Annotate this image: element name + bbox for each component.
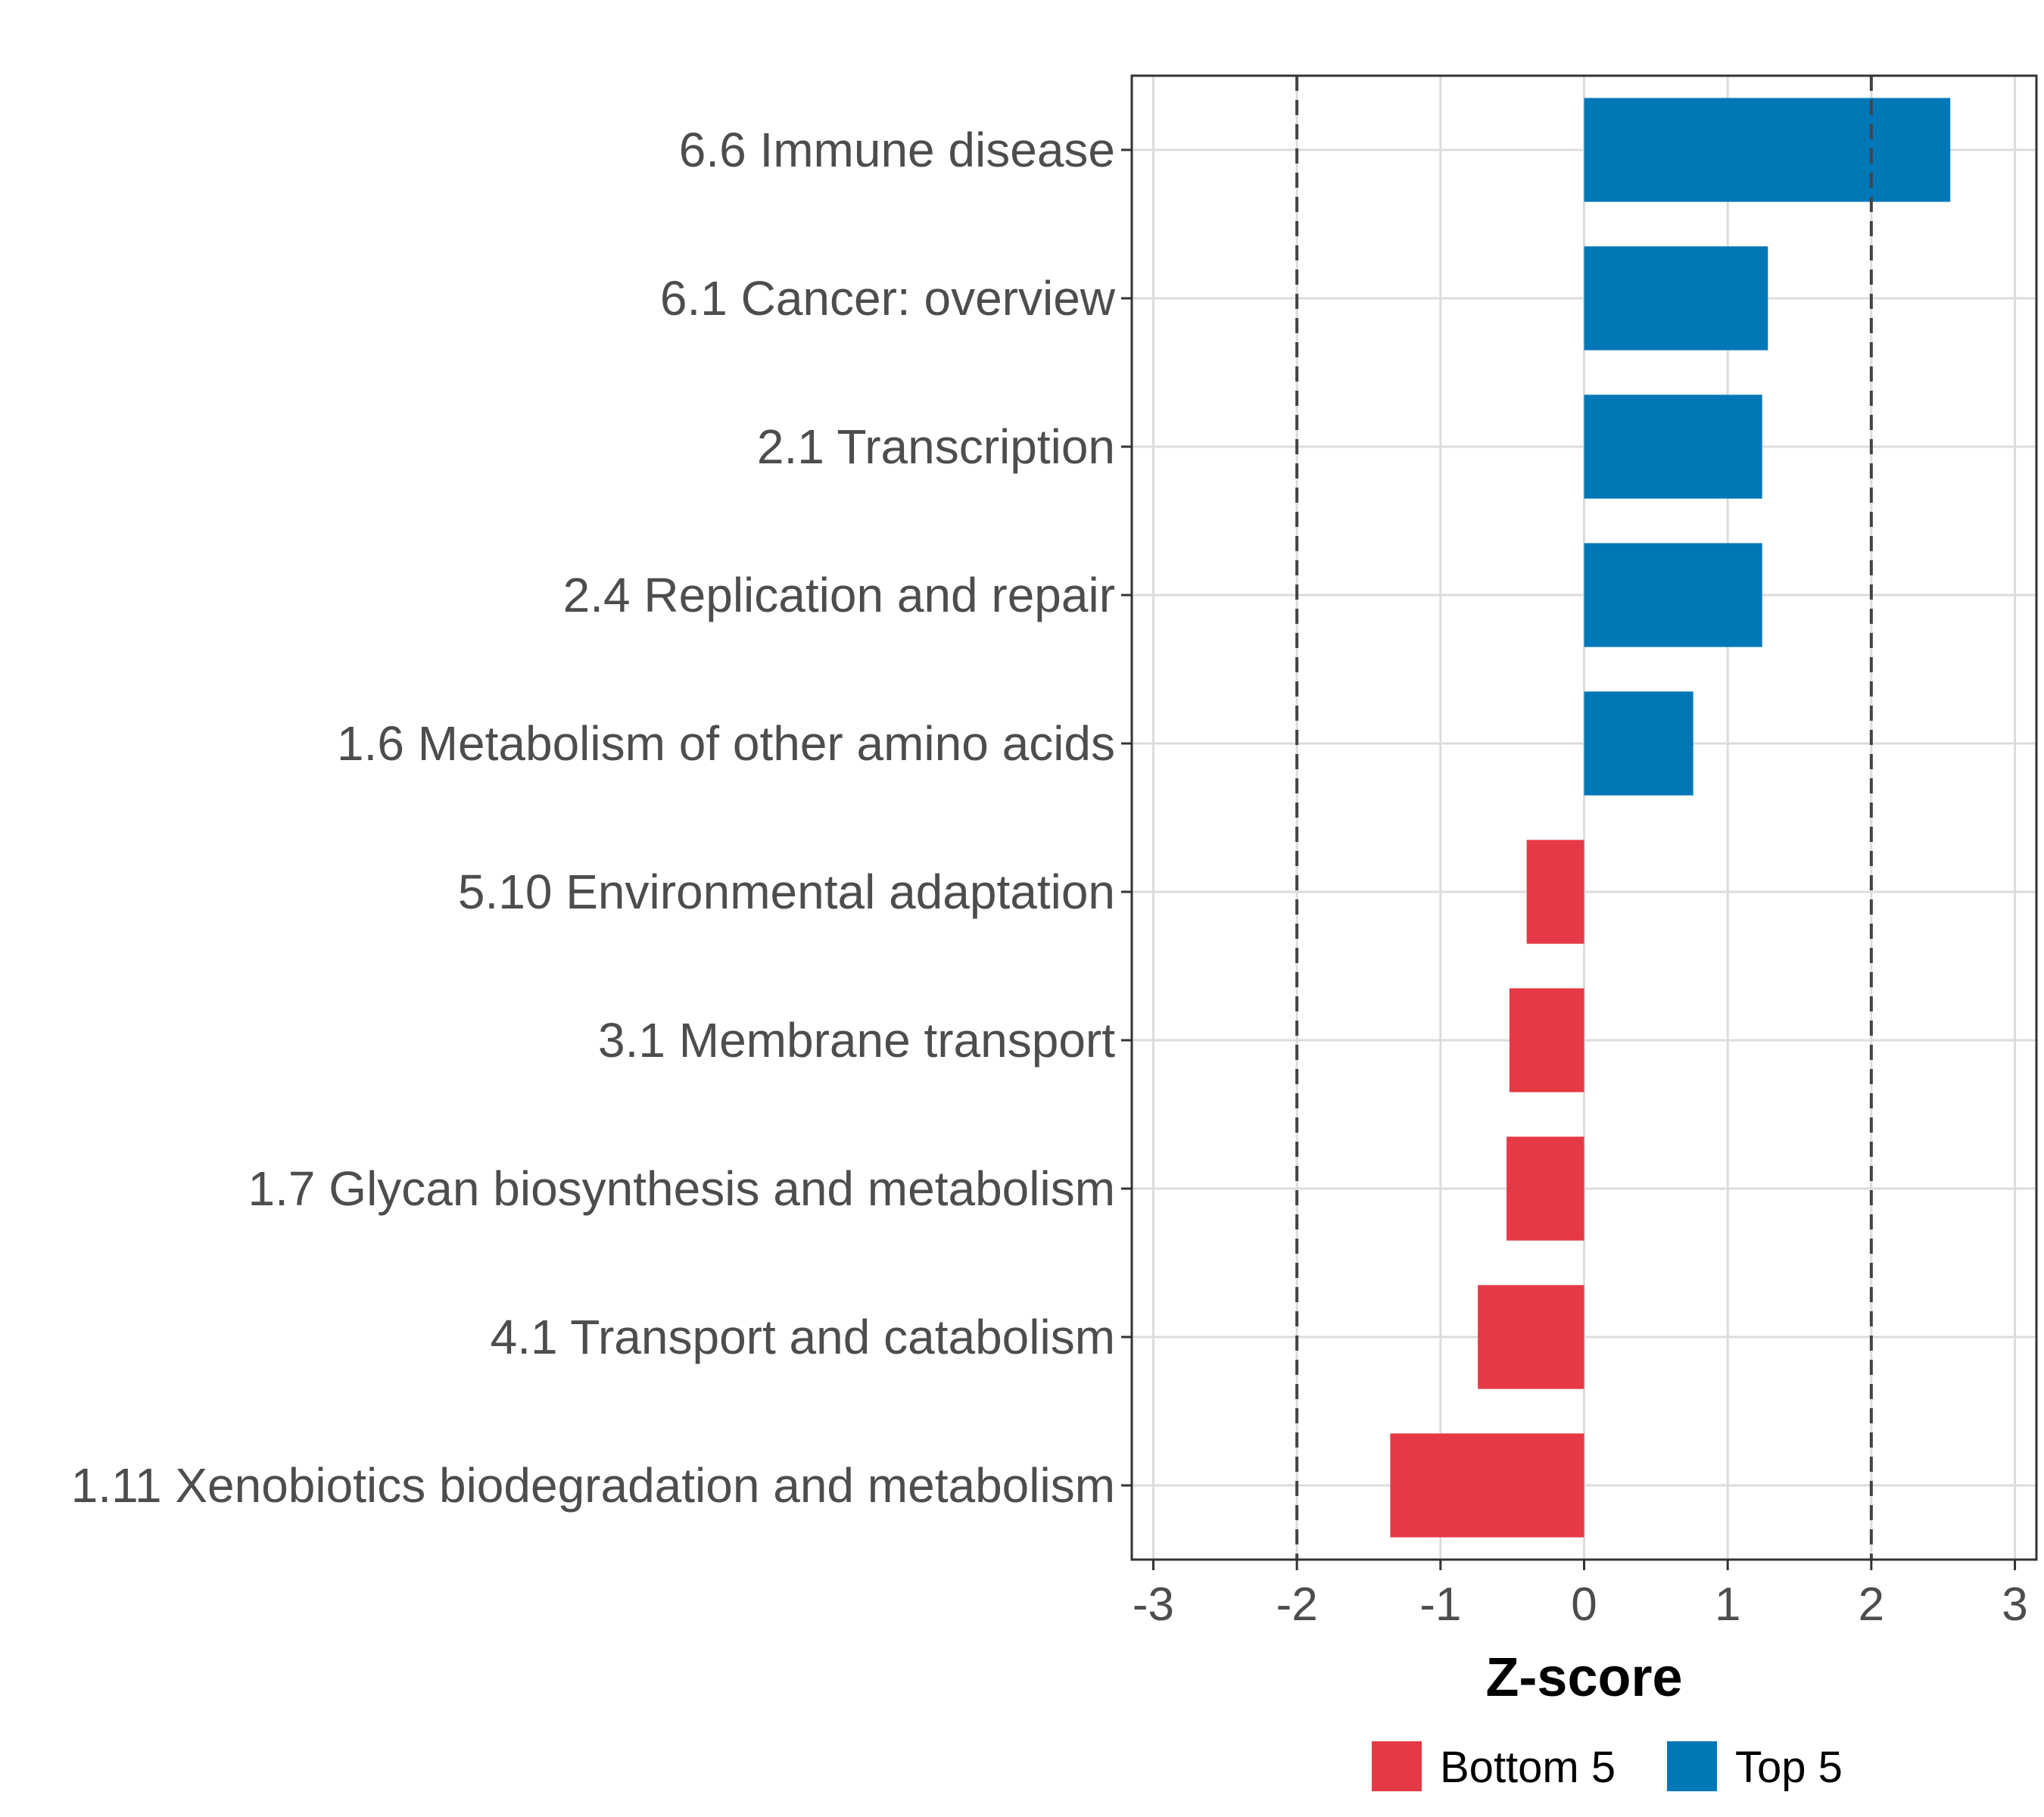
bar bbox=[1526, 840, 1584, 944]
category-label: 1.6 Metabolism of other amino acids bbox=[337, 716, 1115, 771]
category-label: 6.1 Cancer: overview bbox=[660, 271, 1116, 326]
bar bbox=[1584, 394, 1762, 499]
category-label: 6.6 Immune disease bbox=[679, 123, 1115, 177]
x-tick-label: 1 bbox=[1715, 1579, 1740, 1631]
bar bbox=[1584, 543, 1762, 647]
bar bbox=[1507, 1136, 1584, 1241]
legend-label: Top 5 bbox=[1735, 1743, 1843, 1792]
bar bbox=[1478, 1285, 1584, 1389]
bar bbox=[1584, 691, 1693, 796]
bar bbox=[1509, 988, 1584, 1092]
category-label: 2.1 Transcription bbox=[757, 419, 1115, 474]
category-label: 5.10 Environmental adaptation bbox=[458, 865, 1115, 919]
x-tick-label: 0 bbox=[1571, 1579, 1597, 1631]
y-axis-category-labels: 6.6 Immune disease 6.1 Cancer: overview 2.… bbox=[71, 123, 1116, 1513]
category-label: 1.7 Glycan biosynthesis and metabolism bbox=[248, 1161, 1115, 1216]
bar bbox=[1584, 246, 1768, 351]
x-tick-label: 3 bbox=[2002, 1579, 2027, 1631]
bar bbox=[1584, 98, 1951, 202]
reference-lines bbox=[1295, 76, 1873, 1560]
x-tick-label: -1 bbox=[1419, 1579, 1461, 1631]
y-axis-ticks bbox=[1121, 148, 1132, 1487]
legend: Bottom 5 Top 5 bbox=[1372, 1741, 1843, 1792]
category-label: 3.1 Membrane transport bbox=[598, 1013, 1115, 1067]
category-label: 4.1 Transport and catabolism bbox=[491, 1310, 1115, 1364]
x-tick-label: -2 bbox=[1276, 1579, 1318, 1631]
x-tick-label: -3 bbox=[1133, 1579, 1174, 1631]
x-tick-label: 2 bbox=[1859, 1579, 1884, 1631]
bars bbox=[1390, 98, 1951, 1538]
x-axis-tick-labels: -3 -2 -1 0 1 2 3 bbox=[1133, 1579, 2028, 1631]
category-label: 2.4 Replication and repair bbox=[563, 568, 1115, 622]
legend-swatch bbox=[1372, 1741, 1422, 1791]
x-axis-title: Z-score bbox=[1485, 1647, 1682, 1708]
category-label: 1.11 Xenobiotics biodegradation and meta… bbox=[71, 1458, 1115, 1513]
legend-swatch bbox=[1667, 1741, 1717, 1791]
bar bbox=[1390, 1433, 1584, 1538]
x-axis-ticks bbox=[1151, 1560, 2017, 1570]
legend-label: Bottom 5 bbox=[1440, 1743, 1616, 1792]
